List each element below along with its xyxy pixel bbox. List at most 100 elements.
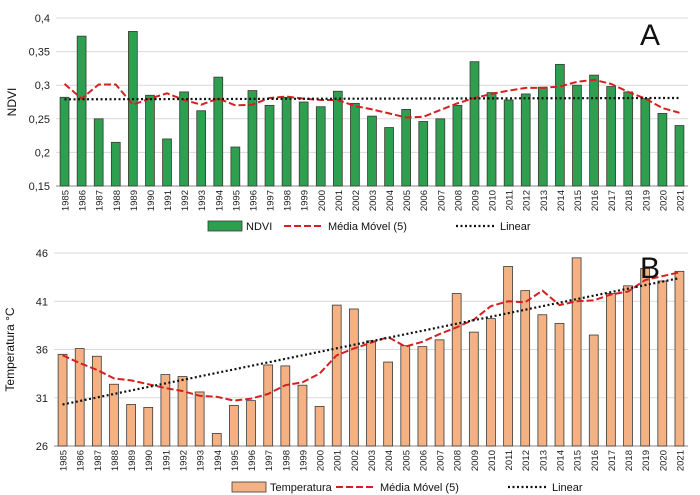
bar bbox=[469, 61, 480, 187]
moving-average-line bbox=[63, 78, 680, 119]
bar bbox=[537, 86, 548, 187]
x-tick-label: 2013 bbox=[538, 450, 549, 471]
x-tick-label: 1986 bbox=[78, 190, 89, 211]
x-tick-label: 1997 bbox=[266, 190, 277, 211]
bar bbox=[640, 268, 651, 447]
x-tick-label: 2002 bbox=[351, 190, 362, 211]
bar bbox=[177, 376, 188, 447]
x-tick-label: 2011 bbox=[505, 190, 516, 210]
bar bbox=[196, 110, 207, 187]
x-tick-label: 2000 bbox=[316, 450, 327, 471]
x-tick-label: 1985 bbox=[61, 190, 72, 211]
x-tick-label: 1986 bbox=[76, 450, 87, 471]
y-tick-label: 0,15 bbox=[29, 181, 50, 193]
x-tick-label: 2013 bbox=[539, 190, 550, 211]
x-tick-label: 2019 bbox=[641, 190, 652, 211]
x-tick-label: 1998 bbox=[281, 450, 292, 471]
x-tick-label: 2009 bbox=[470, 450, 481, 471]
x-tick-label: 1996 bbox=[247, 450, 258, 471]
x-tick-label: 1993 bbox=[197, 190, 208, 211]
bar bbox=[314, 406, 325, 447]
y-tick-label: 31 bbox=[36, 393, 48, 405]
legend-label: Média Móvel (5) bbox=[328, 221, 407, 233]
bar bbox=[110, 141, 121, 187]
x-tick-label: 2008 bbox=[453, 190, 464, 211]
bar bbox=[230, 146, 241, 187]
x-tick-label: 2021 bbox=[675, 450, 686, 471]
bar bbox=[91, 355, 102, 447]
bar bbox=[297, 384, 308, 447]
bar bbox=[93, 118, 104, 187]
bar bbox=[280, 365, 291, 447]
y-tick-label: 0,25 bbox=[29, 114, 50, 126]
x-tick-label: 2003 bbox=[368, 190, 379, 211]
bar bbox=[555, 63, 565, 187]
x-tick-label: 1997 bbox=[264, 450, 275, 471]
y-axis-label: Temperatura °C bbox=[3, 307, 17, 391]
x-tick-label: 1999 bbox=[300, 190, 311, 211]
chart-panel-b: 26 31 36 41 46 Temperatura °C 1985 1986 1987 1988… bbox=[3, 248, 688, 494]
x-tick-label: 2021 bbox=[675, 190, 686, 211]
bar bbox=[503, 99, 514, 187]
x-tick-label: 1998 bbox=[283, 190, 294, 211]
bar bbox=[145, 94, 155, 187]
bar bbox=[246, 400, 256, 447]
x-tick-label: 2002 bbox=[350, 450, 361, 471]
bar bbox=[366, 340, 376, 447]
bar bbox=[59, 96, 70, 187]
x-tick-label: 2014 bbox=[555, 450, 566, 471]
bar bbox=[418, 121, 429, 187]
bar bbox=[401, 108, 412, 187]
y-tick-label: 36 bbox=[36, 345, 48, 357]
x-tick-label: 2020 bbox=[658, 450, 669, 471]
bar bbox=[109, 383, 119, 447]
x-tick-label: 1995 bbox=[231, 190, 242, 211]
bar bbox=[315, 106, 326, 187]
bar bbox=[486, 92, 497, 187]
x-tick-label: 1989 bbox=[129, 190, 140, 211]
legend-label: Linear bbox=[500, 221, 531, 233]
bar bbox=[264, 104, 275, 187]
bar bbox=[400, 345, 411, 447]
x-tick-label: 2016 bbox=[590, 450, 601, 471]
bar bbox=[640, 98, 651, 187]
bar bbox=[76, 35, 87, 187]
x-tick-label: 2010 bbox=[488, 190, 499, 211]
bar bbox=[623, 285, 633, 447]
x-tick-label: 2000 bbox=[317, 190, 328, 211]
x-tick-label: 2007 bbox=[436, 190, 447, 211]
x-tick-label: 2009 bbox=[470, 190, 481, 211]
x-tick-label: 1991 bbox=[163, 190, 174, 211]
y-tick-label: 0,4 bbox=[35, 13, 50, 25]
bar bbox=[332, 90, 343, 187]
x-tick-label: 2014 bbox=[556, 190, 567, 211]
x-tick-label: 2006 bbox=[418, 450, 429, 471]
bar bbox=[213, 76, 224, 187]
x-tick-label: 1990 bbox=[146, 190, 157, 211]
bar bbox=[520, 290, 531, 447]
x-tick-label: 2005 bbox=[401, 450, 412, 471]
y-tick-label: 46 bbox=[36, 248, 48, 260]
x-tick-label: 2018 bbox=[624, 190, 635, 211]
bar bbox=[537, 314, 548, 447]
bar bbox=[451, 293, 462, 447]
x-tick-label: 2015 bbox=[573, 190, 584, 211]
bar bbox=[263, 364, 274, 447]
x-tick-label: 2001 bbox=[334, 190, 345, 211]
x-tick-label: 1999 bbox=[298, 450, 309, 471]
legend-swatch-bar bbox=[231, 481, 267, 493]
bar bbox=[674, 125, 685, 187]
x-tick-label: 2015 bbox=[573, 450, 584, 471]
bar bbox=[128, 31, 138, 187]
x-tick-label: 1988 bbox=[110, 450, 121, 471]
bar bbox=[383, 361, 393, 447]
bar bbox=[247, 90, 258, 187]
bar bbox=[452, 104, 463, 187]
bar bbox=[623, 91, 634, 187]
x-tick-label: 2008 bbox=[453, 450, 464, 471]
y-tick-label: 0,2 bbox=[35, 147, 50, 159]
x-tick-label: 1991 bbox=[161, 450, 172, 471]
x-tick-label: 1994 bbox=[214, 190, 225, 211]
x-tick-label: 1987 bbox=[95, 190, 106, 211]
x-tick-label: 1987 bbox=[93, 450, 104, 471]
